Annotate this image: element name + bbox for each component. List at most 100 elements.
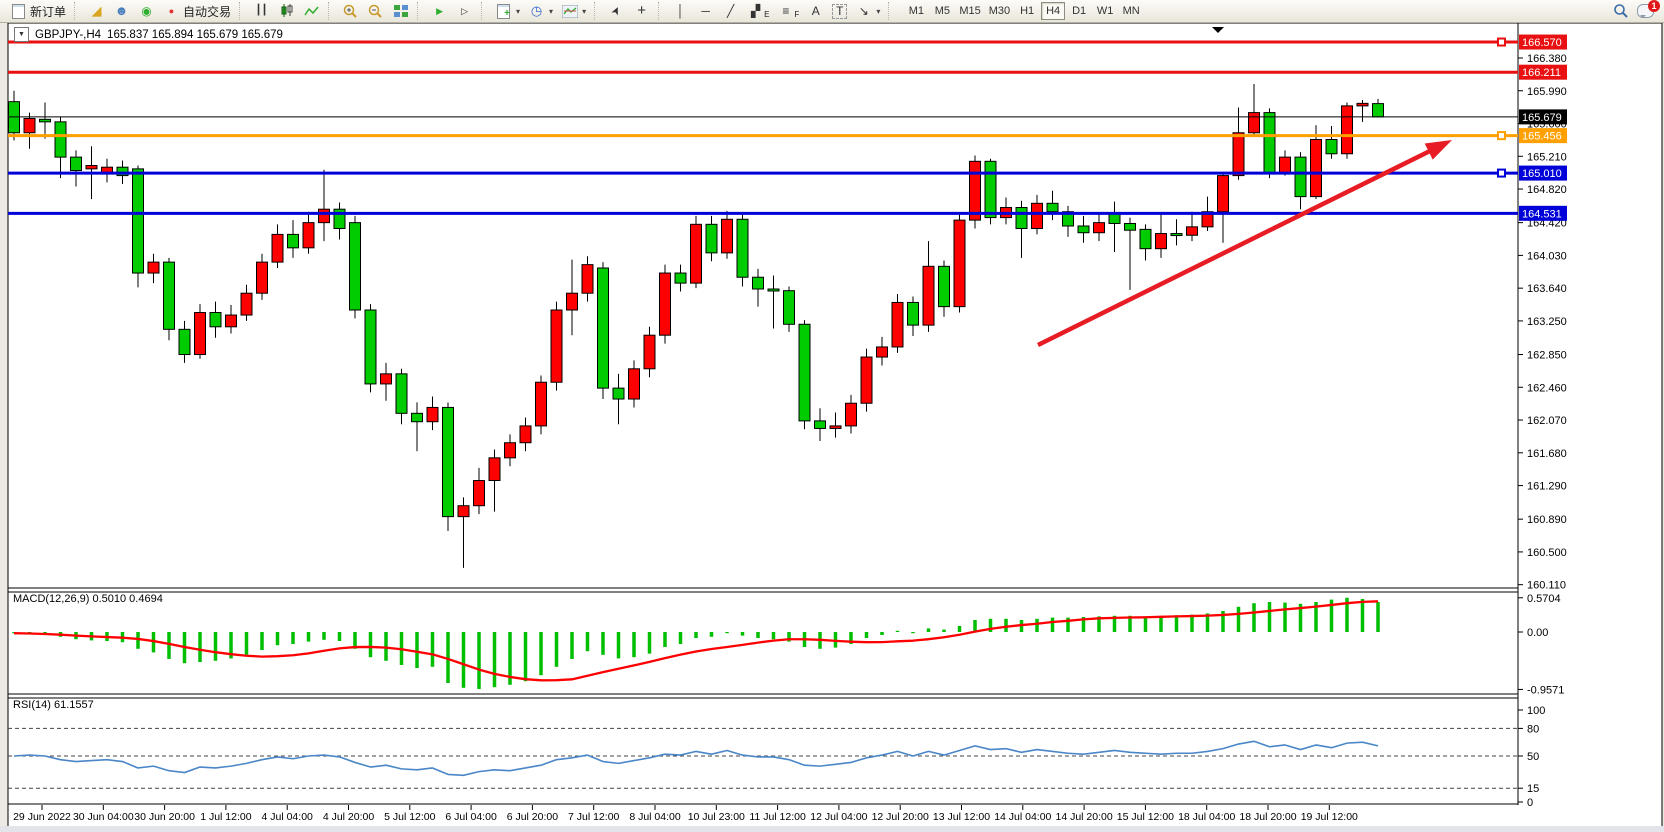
svg-text:160.110: 160.110 bbox=[1527, 580, 1566, 592]
svg-text:13 Jul 12:00: 13 Jul 12:00 bbox=[933, 811, 990, 823]
notifications-icon[interactable]: 1 bbox=[1637, 0, 1660, 18]
toolbar-separator bbox=[328, 2, 335, 20]
svg-text:18 Jul 04:00: 18 Jul 04:00 bbox=[1178, 811, 1235, 823]
chart-dropdown-icon[interactable]: ▼ bbox=[14, 27, 29, 42]
label-tool-button[interactable]: T bbox=[828, 2, 851, 21]
tile-windows-button[interactable] bbox=[388, 2, 413, 21]
hline-165.010[interactable] bbox=[8, 168, 1518, 178]
macd-panel: 0.5704 0.00 -0.9571 bbox=[12, 593, 1564, 696]
toolbar-separator bbox=[481, 2, 488, 20]
svg-text:163.250: 163.250 bbox=[1527, 316, 1567, 328]
symbol-timeframe-label: GBPJPY-,H4 bbox=[35, 28, 102, 41]
fibonacci-icon: ≡ bbox=[782, 4, 790, 18]
dropdown-arrow-icon: ▾ bbox=[582, 6, 587, 16]
crosshair-tool-button[interactable]: + bbox=[629, 2, 654, 21]
svg-text:165.010: 165.010 bbox=[1522, 168, 1562, 180]
periods-button[interactable]: ◷ ▾ bbox=[524, 2, 557, 21]
svg-text:165.679: 165.679 bbox=[1522, 112, 1562, 124]
profile-button[interactable]: ☻ bbox=[109, 2, 134, 21]
timeframe-button-m30[interactable]: M30 bbox=[986, 2, 1013, 20]
svg-text:166.211: 166.211 bbox=[1522, 67, 1561, 79]
search-icon[interactable] bbox=[1612, 3, 1629, 19]
chart-shift-marker[interactable] bbox=[1212, 27, 1224, 33]
svg-text:164.030: 164.030 bbox=[1527, 250, 1567, 262]
arrows-tool-button[interactable]: ↘ ▾ bbox=[851, 2, 884, 21]
horizontal-line-icon: ─ bbox=[701, 4, 710, 18]
candlestick-chart-button[interactable] bbox=[274, 2, 299, 21]
timeframe-button-m5[interactable]: M5 bbox=[930, 2, 954, 20]
svg-text:4 Jul 20:00: 4 Jul 20:00 bbox=[323, 811, 375, 823]
main-toolbar: 新订单 ◢ ☻ ◉ ● 自动交易 ┃┃ ▶ ▷ + ▾ ◷ ▾ ▾ ➤ bbox=[0, 0, 1664, 23]
macd-values: 0.5010 0.4694 bbox=[92, 593, 163, 605]
svg-text:12 Jul 04:00: 12 Jul 04:00 bbox=[810, 811, 867, 823]
zoom-in-icon bbox=[342, 3, 359, 19]
svg-text:50: 50 bbox=[1527, 751, 1539, 763]
hline-handle[interactable] bbox=[1497, 168, 1506, 178]
timeframe-button-h1[interactable]: H1 bbox=[1015, 2, 1039, 20]
auto-trading-label: 自动交易 bbox=[183, 4, 232, 19]
bar-chart-icon: ┃┃ bbox=[255, 5, 268, 16]
tile-windows-icon bbox=[392, 3, 409, 19]
auto-trading-icon: ● bbox=[168, 6, 175, 16]
chart-shift-button[interactable]: ▷ bbox=[452, 2, 477, 21]
bar-chart-button[interactable]: ┃┃ bbox=[249, 2, 274, 21]
svg-text:15 Jul 12:00: 15 Jul 12:00 bbox=[1117, 811, 1174, 823]
macd-name: MACD(12,26,9) bbox=[13, 593, 90, 605]
price-axis[interactable]: 166.380165.990165.600165.210164.820164.4… bbox=[1518, 24, 1661, 804]
svg-text:12 Jul 20:00: 12 Jul 20:00 bbox=[872, 811, 929, 823]
fibonacci-tool-button[interactable]: ≡ F bbox=[773, 2, 803, 21]
vertical-line-tool-button[interactable]: │ bbox=[668, 2, 693, 21]
trendline-tool-button[interactable]: ╱ bbox=[718, 2, 743, 21]
dropdown-arrow-icon: ▾ bbox=[516, 6, 521, 16]
notification-count-badge: 1 bbox=[1648, 0, 1660, 12]
svg-text:14 Jul 20:00: 14 Jul 20:00 bbox=[1055, 811, 1112, 823]
cursor-tool-button[interactable]: ➤ bbox=[604, 2, 629, 21]
auto-scroll-button[interactable]: ▶ bbox=[427, 2, 452, 21]
svg-text:6 Jul 20:00: 6 Jul 20:00 bbox=[507, 811, 559, 823]
hline-handle[interactable] bbox=[1497, 37, 1506, 47]
new-order-button[interactable]: 新订单 bbox=[6, 2, 70, 21]
dropdown-arrow-icon: ▾ bbox=[549, 6, 554, 16]
zoom-in-button[interactable] bbox=[338, 2, 363, 21]
equidistant-channel-icon: ▞ bbox=[750, 4, 761, 18]
timeframe-button-d1[interactable]: D1 bbox=[1067, 2, 1091, 20]
svg-text:18 Jul 20:00: 18 Jul 20:00 bbox=[1239, 811, 1296, 823]
indicators-button[interactable]: ▾ bbox=[557, 2, 590, 21]
hline-165.456[interactable] bbox=[8, 131, 1518, 141]
svg-text:19 Jul 12:00: 19 Jul 12:00 bbox=[1301, 811, 1358, 823]
toolbar-separator bbox=[239, 2, 246, 20]
line-chart-button[interactable] bbox=[299, 2, 324, 21]
channel-tool-button[interactable]: ▞ E bbox=[743, 2, 773, 21]
svg-text:10 Jul 23:00: 10 Jul 23:00 bbox=[688, 811, 745, 823]
market-watch-button[interactable]: ◢ bbox=[84, 2, 109, 21]
horizontal-line-tool-button[interactable]: ─ bbox=[693, 2, 718, 21]
svg-text:0: 0 bbox=[1527, 797, 1533, 809]
svg-text:29 Jun 2022: 29 Jun 2022 bbox=[13, 811, 71, 823]
indicators-icon bbox=[561, 3, 578, 19]
hline-166.570[interactable] bbox=[8, 37, 1518, 47]
svg-text:161.680: 161.680 bbox=[1527, 448, 1567, 460]
timeframe-button-m15[interactable]: M15 bbox=[956, 2, 983, 20]
svg-text:15: 15 bbox=[1527, 783, 1539, 795]
timeframe-button-h4[interactable]: H4 bbox=[1041, 2, 1066, 20]
time-axis[interactable]: 29 Jun 2022 30 Jun 04:00 30 Jun 20:00 1 Jul… bbox=[13, 805, 1358, 823]
timeframe-button-m1[interactable]: M1 bbox=[904, 2, 928, 20]
text-tool-button[interactable]: A bbox=[803, 2, 828, 21]
hline-handle[interactable] bbox=[1497, 131, 1506, 141]
signals-button[interactable]: ◉ bbox=[134, 2, 159, 21]
svg-text:165.210: 165.210 bbox=[1527, 151, 1567, 163]
svg-text:160.500: 160.500 bbox=[1527, 547, 1567, 559]
trend-arrow[interactable] bbox=[1037, 140, 1452, 348]
candlestick-icon bbox=[278, 3, 295, 19]
new-chart-button[interactable]: + ▾ bbox=[491, 2, 524, 21]
svg-text:5 Jul 12:00: 5 Jul 12:00 bbox=[384, 811, 436, 823]
timeframe-button-mn[interactable]: MN bbox=[1119, 2, 1143, 20]
auto-trading-button[interactable]: ● 自动交易 bbox=[159, 2, 235, 21]
macd-label: MACD(12,26,9) 0.5010 0.4694 bbox=[13, 593, 163, 605]
svg-text:164.531: 164.531 bbox=[1522, 208, 1562, 220]
timeframe-button-w1[interactable]: W1 bbox=[1093, 2, 1117, 20]
zoom-out-button[interactable] bbox=[363, 2, 388, 21]
trendline-icon: ╱ bbox=[726, 4, 735, 18]
rsi-line bbox=[13, 740, 1379, 777]
